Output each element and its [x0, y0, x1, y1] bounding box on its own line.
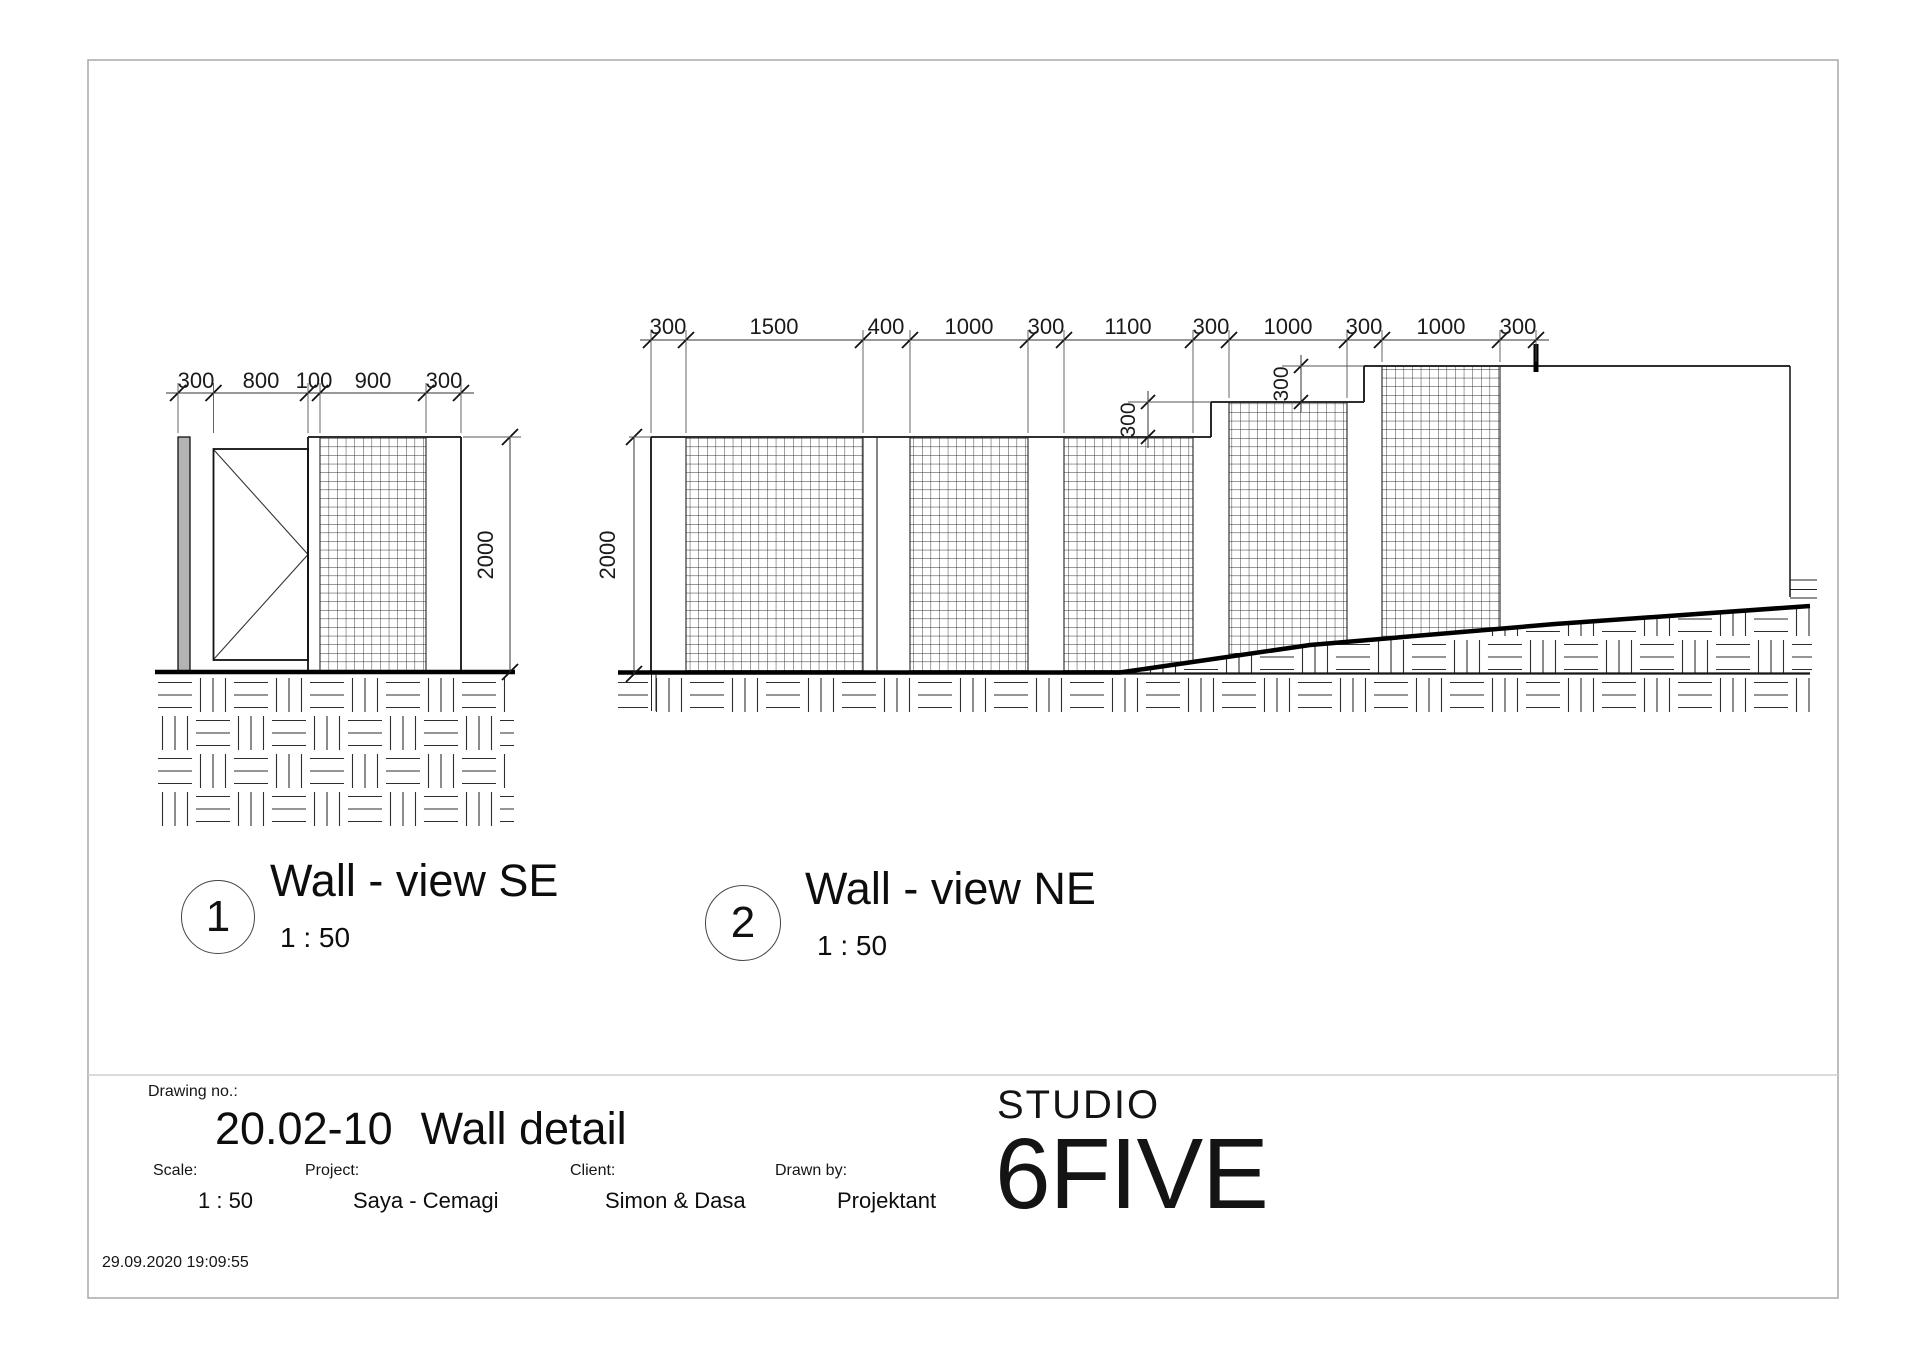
dim-label: 1000 [945, 314, 994, 339]
dim-label: 1000 [1417, 314, 1466, 339]
se-gate-swing-lines [213, 449, 309, 660]
view-1-scale: 1 : 50 [280, 922, 351, 953]
dim-label-step: 300 [1117, 402, 1140, 437]
se-grey-post [177, 436, 191, 673]
ne-view-drawing [618, 344, 1817, 712]
timestamp: 29.09.2020 19:09:55 [102, 1254, 249, 1271]
ne-view-dimensions: 300 1500 400 1000 300 1100 300 1000 300 … [595, 314, 1549, 683]
dim-label: 300 [1346, 314, 1383, 339]
view-1-callout-circle: 1 [181, 880, 255, 954]
ne-ground-profile [618, 603, 1811, 675]
dim-label-height: 2000 [595, 531, 620, 580]
ne-masonry-hatch-5 [1382, 366, 1500, 674]
drawing-title: Wall detail [420, 1103, 627, 1154]
dim-label: 1500 [750, 314, 799, 339]
se-view-dimensions: 300 800 100 900 300 2000 [166, 368, 521, 681]
dim-label-height: 2000 [473, 531, 498, 580]
se-wall-outline [307, 436, 462, 672]
drawn-by-label: Drawn by: [775, 1162, 848, 1179]
ne-aux-dim-lines [633, 355, 1302, 674]
ne-right-edge-steps [1790, 579, 1817, 599]
dim-label: 800 [243, 368, 280, 393]
dim-label: 1000 [1264, 314, 1313, 339]
client-label: Client: [570, 1162, 616, 1179]
view-2-number: 2 [730, 898, 756, 947]
se-gate [212, 448, 309, 661]
dim-label-step: 300 [1270, 366, 1293, 401]
ne-masonry-hatch-4 [1229, 402, 1347, 674]
drawing-number: 20.02-10 [215, 1103, 393, 1154]
drawing-no-label: Drawing no.: [148, 1083, 238, 1100]
ne-extension-lines [629, 330, 1537, 438]
se-masonry-hatch [320, 437, 426, 672]
ne-masonry-hatch-2 [910, 437, 1028, 674]
studio-logo-line1: STUDIO [997, 1083, 1161, 1127]
view-1-number: 1 [205, 892, 231, 941]
client-value: Simon & Dasa [605, 1188, 746, 1213]
scale-label: Scale: [153, 1162, 198, 1179]
project-value: Saya - Cemagi [353, 1188, 499, 1213]
dim-label: 900 [355, 368, 392, 393]
scale-value: 1 : 50 [198, 1188, 254, 1213]
sheet-border [87, 59, 1839, 1299]
view-2-title: Wall - view NE [805, 863, 1096, 914]
drawing-title-row: 20.02-10 Wall detail [215, 1106, 627, 1151]
dim-label: 300 [426, 368, 463, 393]
view-1-title: Wall - view SE [270, 855, 559, 906]
dim-label: 300 [1500, 314, 1537, 339]
dim-label: 300 [1193, 314, 1230, 339]
dim-label: 300 [178, 368, 215, 393]
se-ground-hatch [156, 676, 514, 829]
ne-masonry-hatch-3 [1064, 437, 1193, 674]
ne-wall-outline [650, 365, 1790, 674]
project-label: Project: [305, 1162, 360, 1179]
dim-label: 100 [296, 368, 333, 393]
se-extension-lines [177, 383, 521, 438]
se-view-drawing [155, 436, 515, 829]
view-2-scale: 1 : 50 [817, 930, 888, 961]
ne-below-grade-edge [651, 674, 657, 711]
ne-masonry-hatch-1 [686, 437, 863, 674]
drawn-by-value: Projektant [837, 1188, 937, 1213]
dim-label: 1100 [1104, 314, 1151, 339]
studio-logo-line2: 6FIVE [995, 1118, 1269, 1230]
view-2-callout-circle: 2 [705, 885, 781, 961]
dim-label: 400 [868, 314, 905, 339]
dim-label: 300 [650, 314, 687, 339]
dim-label: 300 [1028, 314, 1065, 339]
ne-ground-hatch [618, 606, 1812, 712]
